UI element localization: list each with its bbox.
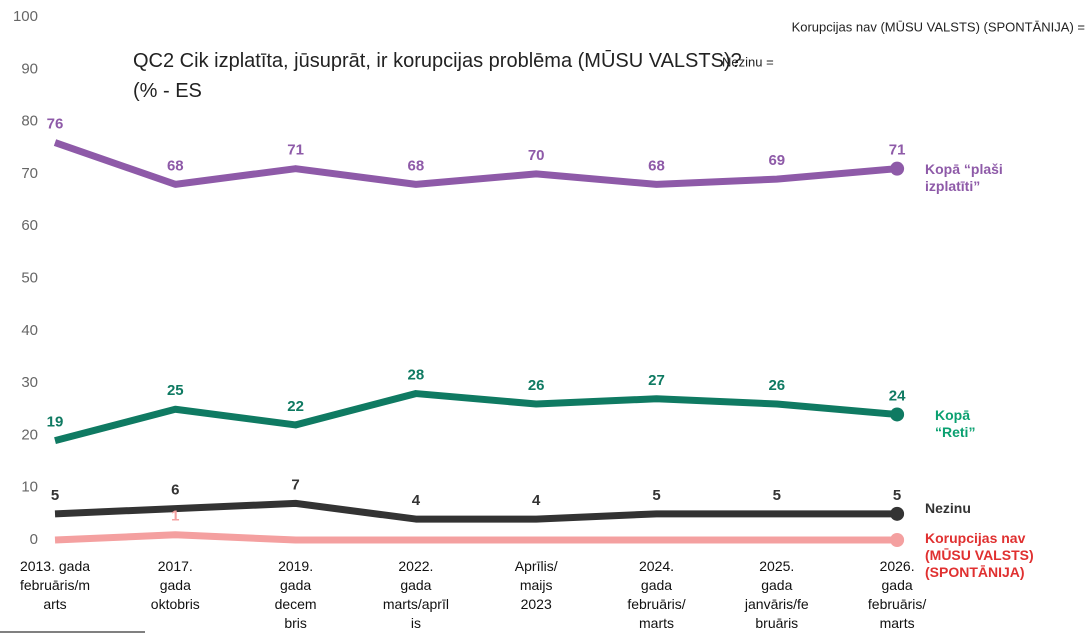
- series-line: [54, 390, 898, 445]
- x-tick-label: 2024. gada februāris/marts: [627, 558, 685, 631]
- end-point: [890, 407, 905, 422]
- legend-label: Kopā “plaši izplatīti”: [925, 161, 1003, 194]
- y-tick-label: 10: [21, 479, 38, 496]
- data-label: 26: [528, 377, 545, 394]
- x-tick-label: 2013. gada februāris/m arts: [20, 558, 90, 612]
- y-tick-label: 70: [21, 165, 38, 182]
- data-label: 71: [889, 142, 906, 159]
- data-label: 76: [47, 115, 64, 132]
- annotation: Nezinu =: [722, 54, 774, 69]
- data-label: 5: [773, 487, 781, 504]
- x-tick-label: 2022. gada marts/aprīl is: [383, 558, 449, 631]
- y-tick-label: 20: [21, 426, 38, 443]
- x-tick-label: 2019. gada decem bris: [275, 558, 317, 631]
- y-tick-label: 50: [21, 269, 38, 286]
- series-line: [54, 531, 898, 544]
- y-tick-label: 80: [21, 113, 38, 130]
- data-label: 22: [287, 398, 304, 415]
- data-label: 70: [528, 147, 545, 164]
- legend-label: Korupcijas nav (MŪSU VALSTS) (SPONTĀNIJA): [925, 530, 1034, 580]
- x-tick-label: 2026. gada februāris/marts: [868, 558, 926, 631]
- legend-label: Kopā “Reti”: [935, 407, 975, 440]
- x-tick-label: Aprīlis/maijs 2023: [515, 558, 558, 612]
- data-label: 27: [648, 372, 665, 389]
- y-tick-label: 40: [21, 322, 38, 339]
- data-label: 7: [291, 476, 299, 493]
- data-label: 6: [171, 482, 179, 499]
- data-label: 4: [532, 492, 541, 509]
- annotation: Korupcijas nav (MŪSU VALSTS) (SPONTĀNIJA…: [792, 19, 1085, 34]
- legend-label: Nezinu: [925, 500, 971, 516]
- y-tick-label: 90: [21, 60, 38, 77]
- end-point: [890, 161, 905, 176]
- series-line: [53, 139, 898, 188]
- data-label: 5: [51, 487, 59, 504]
- data-label: 71: [287, 142, 304, 159]
- data-label: 25: [167, 382, 184, 399]
- data-label: 68: [167, 157, 184, 174]
- y-tick-label: 60: [21, 217, 38, 234]
- end-point: [890, 533, 905, 547]
- data-label: 68: [648, 157, 665, 174]
- data-label: 4: [412, 492, 421, 509]
- data-label: 69: [768, 152, 785, 169]
- x-tick-label: 2017. gada oktobris: [151, 558, 200, 612]
- end-point: [890, 506, 905, 521]
- data-label: 68: [408, 157, 425, 174]
- y-tick-label: 0: [30, 531, 38, 548]
- series-line: [54, 499, 898, 523]
- data-label: 19: [47, 414, 64, 431]
- x-tick-label: 2025. gada janvāris/fe bruāris: [744, 558, 809, 631]
- data-label: 26: [768, 377, 785, 394]
- data-label: 5: [893, 487, 901, 504]
- data-label: 5: [652, 487, 660, 504]
- chart-title: QC2 Cik izplatīta, jūsuprāt, ir korupcij…: [133, 49, 742, 102]
- y-tick-label: 30: [21, 374, 38, 391]
- data-label: 24: [889, 387, 906, 404]
- data-label: 28: [408, 367, 425, 384]
- y-tick-label: 100: [13, 8, 38, 25]
- data-label: 1: [171, 508, 179, 525]
